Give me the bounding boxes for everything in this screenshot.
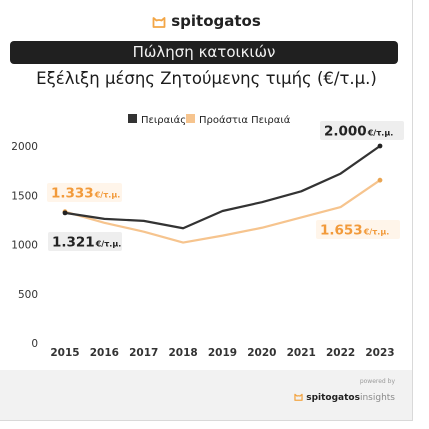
value-label-unit: €/τ.μ. bbox=[94, 191, 121, 200]
x-tick-label: 2018 bbox=[169, 347, 198, 359]
y-tick-label: 2000 bbox=[11, 141, 38, 153]
brand-name: spitogatos bbox=[171, 12, 261, 30]
x-tick-label: 2020 bbox=[247, 347, 276, 359]
value-label-box bbox=[320, 121, 404, 140]
powered-by-text: powered by bbox=[359, 378, 395, 385]
value-label-box bbox=[47, 183, 122, 202]
value-labels: 1.321€/τ.μ.2.000€/τ.μ.1.333€/τ.μ.1.653€/… bbox=[47, 121, 404, 251]
x-tick-label: 2022 bbox=[326, 347, 355, 359]
chart-legend: Πειραιάς Προάστια Πειραιά bbox=[128, 114, 291, 126]
data-point-marker bbox=[377, 177, 383, 183]
infographic-card: spitogatos Πώληση κατοικιών Εξέλιξη μέση… bbox=[0, 0, 413, 421]
line-chart: 0 500 1000 1500 2000 2015 2016 2017 2018 2019 202… bbox=[11, 114, 404, 359]
value-label-unit: €/τ.μ. bbox=[367, 129, 394, 138]
y-tick-label: 500 bbox=[18, 289, 38, 301]
x-tick-label: 2017 bbox=[129, 347, 158, 359]
legend-label-piraeus: Πειραιάς bbox=[141, 114, 186, 126]
category-banner: Πώληση κατοικιών bbox=[10, 41, 398, 64]
x-tick-label: 2023 bbox=[365, 347, 394, 359]
x-tick-label: 2016 bbox=[90, 347, 119, 359]
footer-brand-name: spitogatos bbox=[306, 393, 360, 403]
x-tick-label: 2021 bbox=[287, 347, 316, 359]
y-tick-label: 1000 bbox=[11, 240, 38, 252]
footer-brand-suffix: insights bbox=[359, 393, 395, 403]
value-label-unit: €/τ.μ. bbox=[363, 228, 390, 237]
y-tick-label: 0 bbox=[31, 338, 38, 350]
cat-logo-icon bbox=[152, 14, 166, 32]
data-point-marker bbox=[377, 143, 383, 149]
footer-brand: spitogatosinsights bbox=[294, 393, 395, 403]
value-label-box bbox=[48, 232, 122, 251]
x-tick-label: 2019 bbox=[208, 347, 237, 359]
footer-logo-icon bbox=[294, 393, 306, 403]
legend-label-suburbs: Προάστια Πειραιά bbox=[199, 114, 291, 126]
legend-swatch-piraeus bbox=[128, 114, 137, 123]
series-line-piraeus bbox=[64, 145, 381, 230]
x-tick-label: 2015 bbox=[50, 347, 79, 359]
chart-subtitle: Εξέλιξη μέσης Ζητούμενης τιμής (€/τ.μ.) bbox=[36, 69, 377, 88]
series-lines bbox=[62, 143, 383, 244]
data-point-marker bbox=[62, 210, 68, 216]
legend-swatch-suburbs bbox=[186, 114, 195, 123]
series-line-suburbs bbox=[64, 179, 381, 244]
y-tick-label: 1500 bbox=[11, 190, 38, 202]
value-label-unit: €/τ.μ. bbox=[95, 240, 122, 249]
x-axis: 2015 2016 2017 2018 2019 2020 2021 2022 2023 bbox=[50, 347, 394, 359]
brand-header: spitogatos bbox=[0, 12, 412, 32]
value-label-box bbox=[316, 220, 400, 239]
footer-bar: powered by spitogatosinsights bbox=[0, 370, 412, 420]
y-axis: 0 500 1000 1500 2000 bbox=[11, 141, 38, 350]
